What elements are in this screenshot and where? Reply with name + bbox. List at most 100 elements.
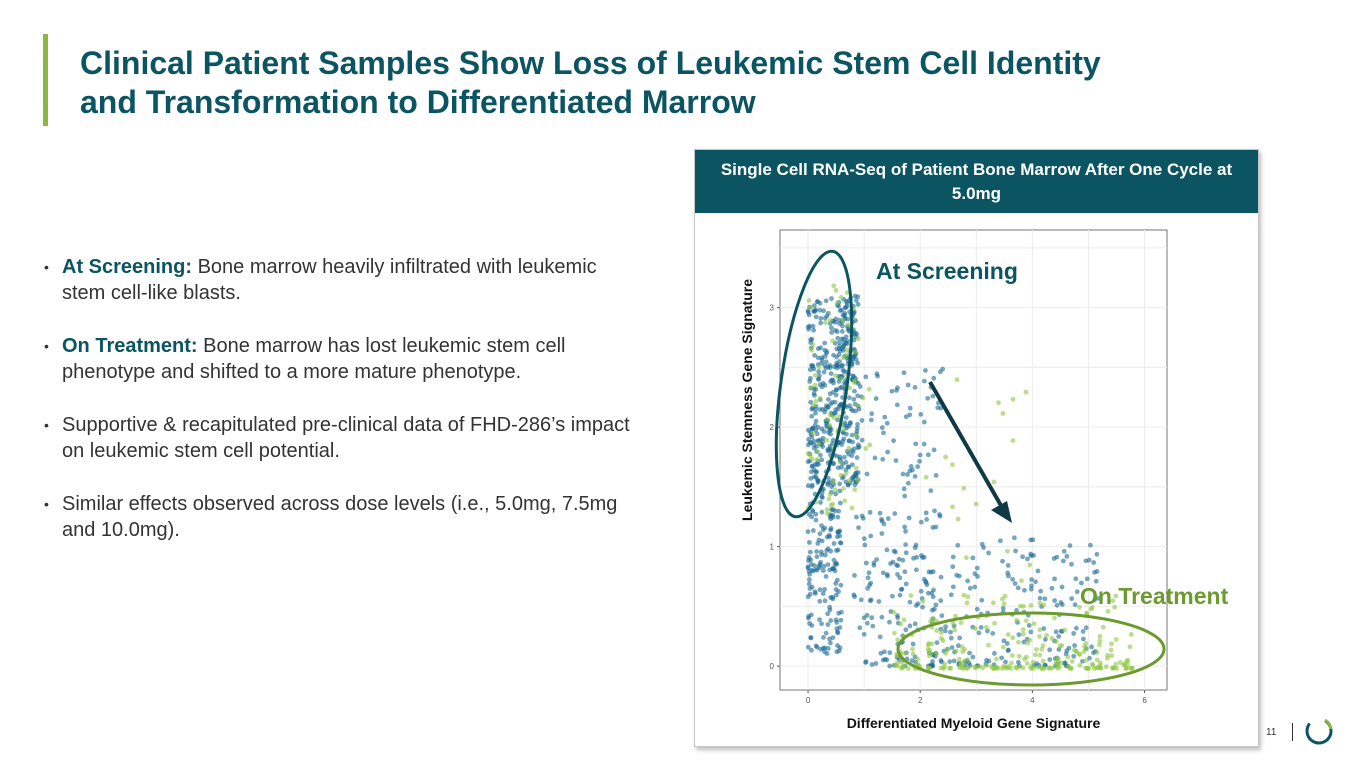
data-point xyxy=(921,419,927,425)
data-point xyxy=(1072,643,1078,648)
data-point xyxy=(856,406,862,412)
data-point xyxy=(1049,636,1055,641)
title-line-1: Clinical Patient Samples Show Loss of Le… xyxy=(80,45,1101,81)
data-point xyxy=(947,659,953,665)
data-point xyxy=(908,593,914,598)
data-point xyxy=(808,453,813,459)
data-point xyxy=(831,364,837,370)
data-point xyxy=(823,574,829,579)
data-point xyxy=(850,449,856,455)
data-point xyxy=(930,393,936,399)
data-point xyxy=(997,538,1003,544)
data-point xyxy=(839,442,845,447)
data-point xyxy=(815,449,821,455)
data-point xyxy=(869,411,875,417)
data-point xyxy=(819,621,824,627)
data-point xyxy=(973,626,978,632)
data-point xyxy=(825,404,831,410)
data-point xyxy=(891,438,896,444)
data-point xyxy=(913,441,919,447)
data-point xyxy=(1074,589,1080,595)
data-point xyxy=(1040,658,1046,664)
data-point xyxy=(846,322,851,328)
data-point xyxy=(1020,631,1026,637)
data-point xyxy=(863,446,869,451)
data-point xyxy=(835,529,841,535)
data-point xyxy=(1081,649,1087,655)
data-point xyxy=(887,650,893,656)
bullet-item: • On Treatment: Bone marrow has lost leuk… xyxy=(42,333,642,385)
bullet-text: Bone marrow has lost leukemic stem cell … xyxy=(62,335,566,383)
data-point xyxy=(910,646,915,652)
data-point xyxy=(828,595,834,600)
data-point xyxy=(1123,666,1129,671)
data-point xyxy=(1004,641,1010,646)
data-point xyxy=(819,457,825,463)
data-point xyxy=(905,472,910,477)
data-point xyxy=(828,325,834,331)
data-point xyxy=(911,555,916,561)
data-point xyxy=(837,481,843,487)
data-point xyxy=(1005,632,1011,637)
data-point xyxy=(842,498,848,504)
data-point xyxy=(816,369,822,375)
data-point xyxy=(809,482,815,488)
data-point xyxy=(838,609,844,615)
data-point xyxy=(973,665,979,671)
data-point xyxy=(847,385,853,391)
data-point xyxy=(1056,634,1062,639)
data-point xyxy=(825,310,831,316)
data-point xyxy=(817,617,822,623)
data-point xyxy=(1113,593,1119,599)
data-point xyxy=(964,665,970,671)
data-point xyxy=(955,542,961,548)
data-point xyxy=(811,467,817,473)
data-point xyxy=(903,627,909,633)
data-point xyxy=(1014,608,1019,613)
data-point xyxy=(1080,629,1086,634)
data-point xyxy=(855,421,860,427)
data-point xyxy=(806,581,812,587)
annotation-on-treatment: On Treatment xyxy=(1080,583,1229,609)
data-point xyxy=(990,600,996,606)
data-point xyxy=(950,504,955,510)
data-point xyxy=(1035,568,1041,574)
data-point xyxy=(1012,581,1018,586)
data-point xyxy=(864,612,870,618)
data-point xyxy=(1047,657,1053,662)
data-point xyxy=(837,340,842,345)
data-point xyxy=(806,312,812,318)
data-point xyxy=(964,600,970,606)
data-point xyxy=(1028,551,1034,557)
data-point xyxy=(921,378,927,384)
data-point xyxy=(894,388,899,393)
data-point xyxy=(1046,665,1052,671)
data-point xyxy=(836,589,841,594)
data-point xyxy=(835,514,841,520)
data-point xyxy=(810,402,816,408)
data-point xyxy=(826,496,832,502)
data-point xyxy=(861,536,867,542)
data-point xyxy=(826,397,831,402)
data-point xyxy=(1000,558,1005,564)
data-point xyxy=(918,519,924,525)
data-point xyxy=(1009,653,1015,658)
data-point xyxy=(833,287,839,293)
data-point xyxy=(880,657,886,663)
circle-logo-icon xyxy=(1305,717,1333,745)
data-point xyxy=(920,604,925,610)
data-point xyxy=(1021,603,1026,609)
data-point xyxy=(913,567,919,573)
data-point xyxy=(973,501,979,507)
data-point xyxy=(814,644,820,650)
data-point xyxy=(1058,660,1064,666)
chart-panel-header: Single Cell RNA-Seq of Patient Bone Marr… xyxy=(695,150,1258,213)
data-point xyxy=(809,647,814,653)
data-point xyxy=(1127,644,1133,650)
data-point xyxy=(1094,569,1100,574)
data-point xyxy=(954,377,960,383)
data-point xyxy=(812,591,818,596)
data-point xyxy=(833,491,839,497)
data-point xyxy=(865,575,871,581)
data-point xyxy=(819,494,825,500)
